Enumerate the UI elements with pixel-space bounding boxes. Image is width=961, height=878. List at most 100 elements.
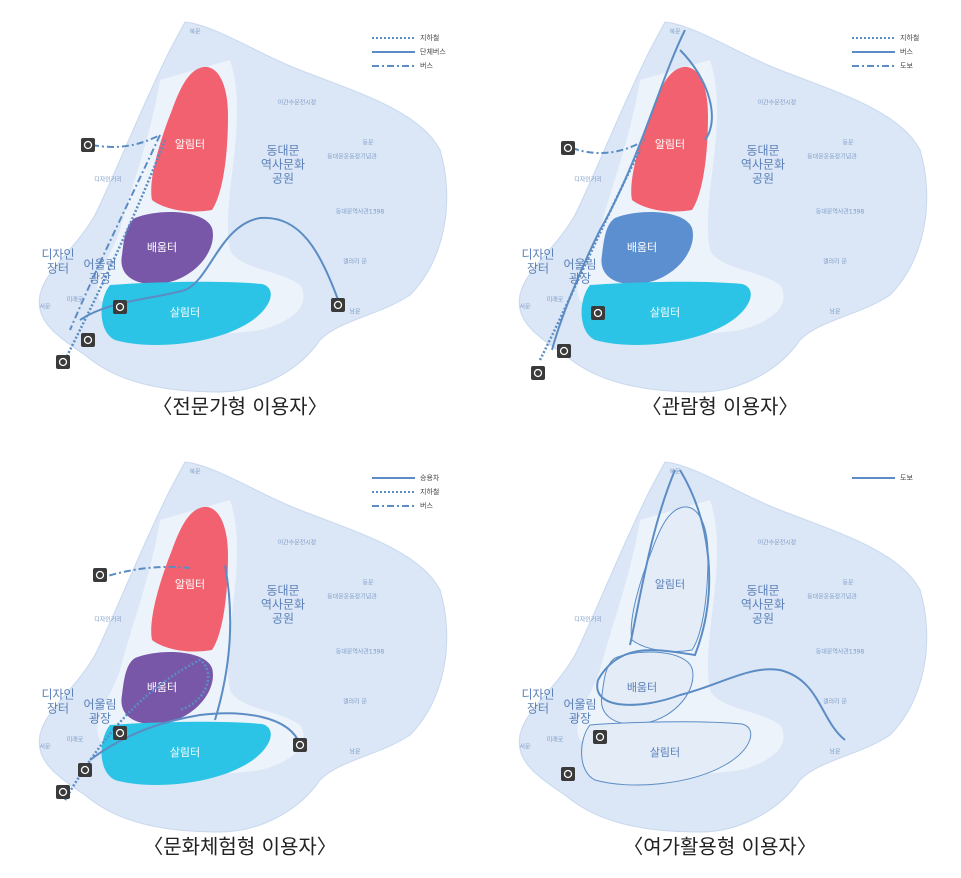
icon-glyph [58,787,68,797]
icon [78,763,92,777]
zone-label: 살림터 [650,746,680,759]
route [596,469,846,741]
caption: 〈관람형 이용자〉 [642,395,799,419]
zone-label: 알림터 [175,577,205,591]
legend-label: 버스 [900,47,913,56]
place-label: 이간수문전시장 [278,539,317,547]
icon-glyph [115,728,125,738]
area-label: 역사문화 [261,598,305,612]
icon-glyph [58,357,68,367]
place-label: 이간수문전시장 [758,99,797,107]
area-label: 장터 [527,702,549,716]
place-label: 동대문운동장기념관 [807,153,857,161]
area-label: 동대문 [266,144,299,158]
icon [113,300,127,314]
route [538,149,642,361]
area-label: 광장 [569,712,591,726]
icon-glyph [95,570,105,580]
area-label: 역사문화 [741,158,785,172]
route [91,134,161,148]
icon [561,141,575,155]
legend-label: 도보 [900,62,913,70]
zone-label: 알림터 [175,137,205,151]
zone [601,212,693,285]
place-label: 동대문역사관1398 [816,648,865,656]
legend-label: 도보 [900,474,913,482]
place-label: 미래로 [547,736,564,744]
zone [101,281,271,345]
place-label: 디자인거리 [574,176,602,184]
legend-label: 버스 [420,501,433,510]
zone-label: 알림터 [655,137,685,151]
icon-glyph [533,368,543,378]
park-outline [38,461,448,833]
zone [151,66,228,212]
caption: 〈여가활용형 이용자〉 [623,835,817,859]
legend-label: 지하철 [420,33,439,42]
icon-glyph [115,302,125,312]
place-label: 동문 [362,140,374,147]
icon [81,333,95,347]
zone [151,506,228,652]
icon [56,355,70,369]
place-label: 동대문운동장기념관 [327,593,377,601]
legend-label: 지하철 [900,33,919,42]
area-label: 어울림 [83,258,116,272]
place-label: 동문 [362,580,374,587]
icon-glyph [563,143,573,153]
icon [331,298,345,312]
caption: 〈문화체험형 이용자〉 [143,835,337,859]
place-label: 동대문운동장기념관 [807,593,857,601]
zone [631,66,708,212]
icon [557,344,571,358]
place-label: 남문 [829,748,841,756]
place-label: 북문 [669,29,681,36]
place-label: 디자인거리 [94,616,122,624]
place-label: 동대문운동장기념관 [327,153,377,161]
icon [293,738,307,752]
route [79,216,341,321]
place-label: 이간수문전시장 [758,539,797,547]
place-label: 갤러리 문 [823,698,847,706]
icon-glyph [559,346,569,356]
route [214,564,232,721]
park-outline [518,21,928,393]
place-label: 갤러리 문 [343,258,367,266]
caption: 〈전문가형 이용자〉 [152,395,327,419]
zone-label: 배움터 [627,681,657,694]
route [551,29,686,351]
icon [531,366,545,380]
area-label: 장터 [527,262,549,276]
icon-glyph [593,308,603,318]
zone [101,721,271,785]
place-label: 동대문역사관1398 [816,208,865,216]
place-label: 서문 [39,303,51,311]
route [63,139,167,361]
place-label: 미래로 [67,296,84,304]
icon-glyph [83,140,93,150]
legend-label: 단체버스 [420,47,446,56]
place-label: 남문 [829,308,841,316]
area-label: 장터 [47,702,69,716]
place-label: 동대문역사관1398 [336,208,385,216]
legend-label: 승용차 [420,473,440,482]
zone-label: 배움터 [147,681,177,694]
icon [93,568,107,582]
zone [121,212,213,285]
route [679,49,713,141]
zone-label: 배움터 [147,241,177,254]
legend-label: 버스 [420,61,433,70]
area-label: 디자인 [521,248,554,262]
area-label: 디자인 [521,688,554,702]
icon-glyph [80,765,90,775]
place-label: 북문 [189,469,201,476]
place-label: 남문 [349,308,361,316]
zone-label: 배움터 [627,241,657,254]
place-label: 남문 [349,748,361,756]
place-label: 북문 [669,469,681,476]
zone [581,721,752,786]
area-label: 광장 [89,712,111,726]
